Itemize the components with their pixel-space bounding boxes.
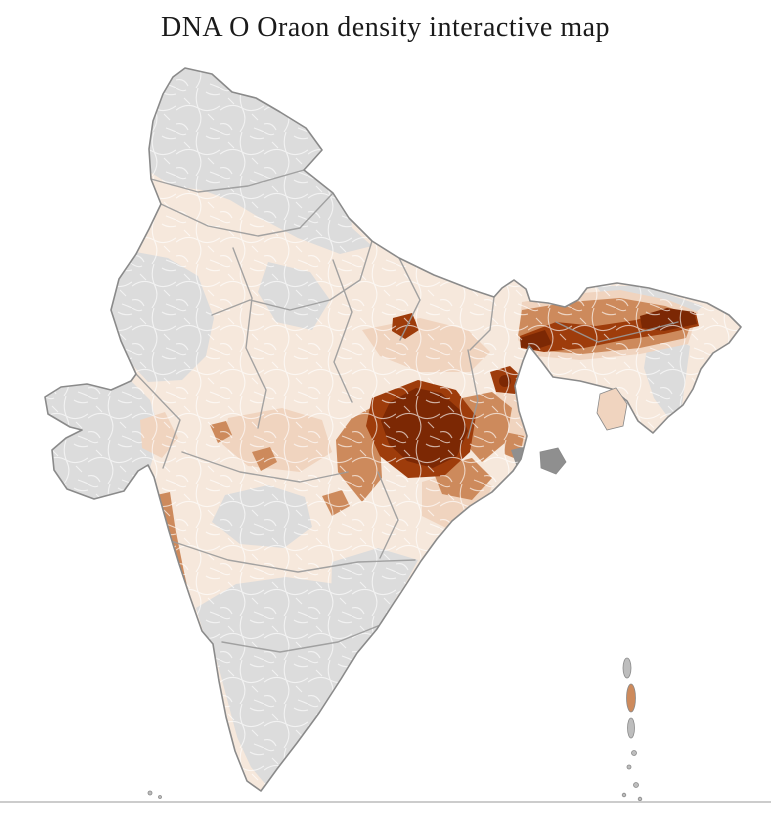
- island-dot-3[interactable]: [633, 782, 639, 788]
- island-middle-andaman[interactable]: [626, 683, 636, 713]
- page-title: DNA O Oraon density interactive map: [160, 12, 611, 43]
- island-north-andaman[interactable]: [622, 657, 632, 679]
- island-dot-4[interactable]: [621, 792, 627, 798]
- region-sundarbans[interactable]: [539, 447, 567, 475]
- island-dot-5[interactable]: [637, 796, 643, 802]
- island-south-andaman[interactable]: [627, 717, 635, 739]
- andaman-nicobar-islands[interactable]: [621, 657, 643, 802]
- state-borders: [135, 169, 679, 653]
- island-dot-west-2[interactable]: [158, 795, 162, 799]
- bottom-divider: [0, 801, 771, 803]
- island-dot-west-1[interactable]: [147, 790, 153, 796]
- region-tripura[interactable]: [596, 387, 628, 431]
- lakshadweep-islands[interactable]: [147, 790, 162, 799]
- island-dot-2[interactable]: [626, 764, 632, 770]
- island-dot-1[interactable]: [631, 750, 637, 756]
